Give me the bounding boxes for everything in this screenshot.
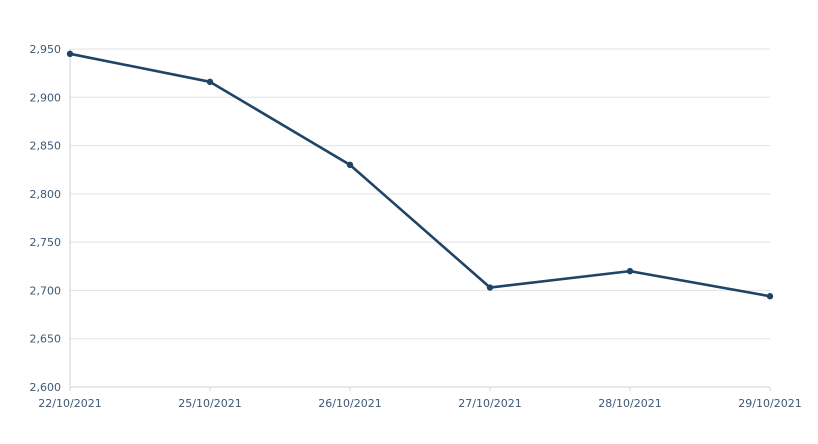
gridlines xyxy=(70,48,770,340)
x-tick-label: 28/10/2021 xyxy=(598,397,661,410)
x-axis: 22/10/2021 25/10/2021 26/10/2021 27/10/2021… xyxy=(38,386,802,410)
y-tick-label: 2,900 xyxy=(30,91,62,104)
x-tick-label: 26/10/2021 xyxy=(318,397,381,410)
x-tick-label: 27/10/2021 xyxy=(458,397,521,410)
data-point[interactable] xyxy=(486,284,494,291)
x-tick-label: 29/10/2021 xyxy=(738,397,801,410)
data-point[interactable] xyxy=(766,293,774,300)
y-tick-label: 2,850 xyxy=(30,140,62,153)
y-tick-label: 2,950 xyxy=(30,43,62,56)
x-tick-label: 25/10/2021 xyxy=(178,397,241,410)
y-tick-label: 2,750 xyxy=(30,236,62,249)
series-group xyxy=(66,50,774,300)
x-tick-label: 22/10/2021 xyxy=(38,397,101,410)
series-line xyxy=(68,52,772,298)
y-axis: 2,600 2,650 2,700 2,750 2,800 2,850 2,900 2,950 xyxy=(30,43,71,394)
data-point[interactable] xyxy=(206,78,214,86)
y-tick-label: 2,800 xyxy=(30,188,62,201)
y-tick-label: 2,600 xyxy=(30,381,62,394)
data-point[interactable] xyxy=(626,267,634,275)
y-tick-label: 2,700 xyxy=(30,284,62,297)
data-point[interactable] xyxy=(66,50,74,58)
y-tick-label: 2,650 xyxy=(30,333,62,346)
data-point[interactable] xyxy=(346,161,354,169)
